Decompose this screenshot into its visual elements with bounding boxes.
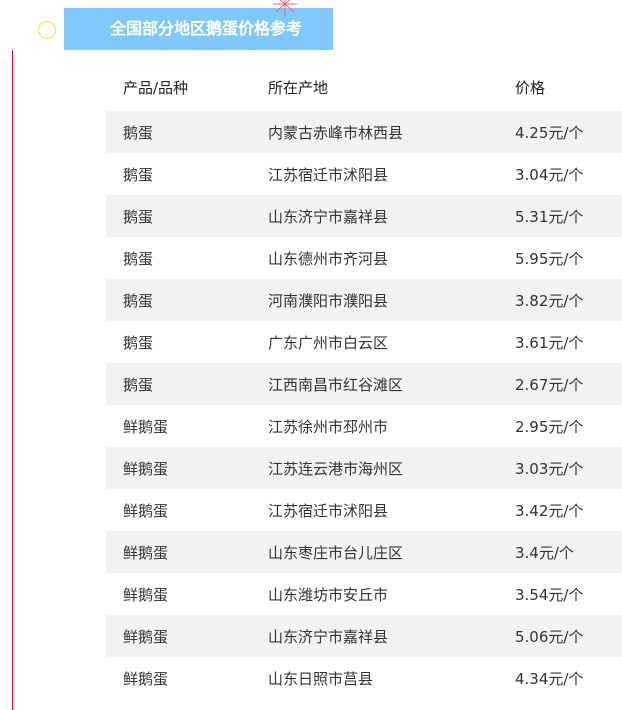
cell-price: 3.03元/个 — [515, 459, 584, 478]
cell-product: 鲜鹅蛋 — [123, 543, 169, 562]
cell-price: 3.42元/个 — [515, 501, 584, 520]
cell-origin: 河南濮阳市濮阳县 — [268, 291, 389, 310]
header-price: 价格 — [515, 79, 546, 97]
table-row: 鲜鹅蛋 江苏徐州市邳州市 2.95元/个 — [106, 405, 622, 447]
cell-price: 2.67元/个 — [515, 375, 584, 394]
table-row: 鲜鹅蛋 山东枣庄市台儿庄区 3.4元/个 — [106, 531, 622, 573]
cell-price: 4.34元/个 — [515, 669, 584, 688]
header-product: 产品/品种 — [123, 79, 189, 97]
cell-price: 3.54元/个 — [515, 585, 584, 604]
table-row: 鲜鹅蛋 江苏连云港市海州区 3.03元/个 — [106, 447, 622, 489]
cell-product: 鲜鹅蛋 — [123, 585, 169, 604]
table-header-row: 产品/品种 所在产地 价格 — [106, 64, 622, 111]
cell-product: 鹅蛋 — [123, 123, 154, 142]
cell-product: 鹅蛋 — [123, 375, 154, 394]
cell-product: 鹅蛋 — [123, 333, 154, 352]
cell-product: 鹅蛋 — [123, 207, 154, 226]
cell-price: 5.31元/个 — [515, 207, 584, 226]
cell-origin: 江苏宿迁市沭阳县 — [268, 501, 389, 520]
firework-icon — [273, 0, 297, 16]
cell-origin: 山东日照市莒县 — [268, 669, 374, 688]
table-row: 鲜鹅蛋 山东济宁市嘉祥县 5.06元/个 — [106, 615, 622, 657]
cell-origin: 山东枣庄市台儿庄区 — [268, 543, 404, 562]
cell-origin: 江苏连云港市海州区 — [268, 459, 404, 478]
table-row: 鲜鹅蛋 山东日照市莒县 4.34元/个 — [106, 657, 622, 699]
header-origin: 所在产地 — [268, 79, 329, 97]
table-row: 鲜鹅蛋 江苏宿迁市沭阳县 3.42元/个 — [106, 489, 622, 531]
section-title-banner: 全国部分地区鹅蛋价格参考 — [64, 8, 333, 50]
cell-product: 鲜鹅蛋 — [123, 459, 169, 478]
cell-price: 3.82元/个 — [515, 291, 584, 310]
cell-price: 4.25元/个 — [515, 123, 584, 142]
table-row: 鹅蛋 江西南昌市红谷滩区 2.67元/个 — [106, 363, 622, 405]
table-row: 鲜鹅蛋 山东潍坊市安丘市 3.54元/个 — [106, 573, 622, 615]
cell-product: 鲜鹅蛋 — [123, 627, 169, 646]
table-row: 鹅蛋 广东广州市白云区 3.61元/个 — [106, 321, 622, 363]
cell-origin: 内蒙古赤峰市林西县 — [268, 123, 404, 142]
table-row: 鹅蛋 河南濮阳市濮阳县 3.82元/个 — [106, 279, 622, 321]
cell-origin: 江苏宿迁市沭阳县 — [268, 165, 389, 184]
section-title: 全国部分地区鹅蛋价格参考 — [110, 19, 303, 38]
cell-origin: 山东德州市齐河县 — [268, 249, 389, 268]
cell-origin: 山东济宁市嘉祥县 — [268, 207, 389, 226]
circle-decoration-icon — [38, 21, 56, 39]
cell-price: 5.95元/个 — [515, 249, 584, 268]
cell-origin: 广东广州市白云区 — [268, 333, 389, 352]
cell-price: 2.95元/个 — [515, 417, 584, 436]
table-row: 鹅蛋 江苏宿迁市沭阳县 3.04元/个 — [106, 153, 622, 195]
cell-price: 5.06元/个 — [515, 627, 584, 646]
cell-product: 鲜鹅蛋 — [123, 417, 169, 436]
cell-product: 鲜鹅蛋 — [123, 501, 169, 520]
cell-price: 3.61元/个 — [515, 333, 584, 352]
cell-product: 鲜鹅蛋 — [123, 669, 169, 688]
cell-product: 鹅蛋 — [123, 291, 154, 310]
cell-product: 鹅蛋 — [123, 165, 154, 184]
table-row: 鹅蛋 山东德州市齐河县 5.95元/个 — [106, 237, 622, 279]
cell-origin: 山东济宁市嘉祥县 — [268, 627, 389, 646]
cell-origin: 江西南昌市红谷滩区 — [268, 375, 404, 394]
cell-product: 鹅蛋 — [123, 249, 154, 268]
cell-price: 3.04元/个 — [515, 165, 584, 184]
accent-line — [12, 50, 13, 710]
price-table: 产品/品种 所在产地 价格 鹅蛋 内蒙古赤峰市林西县 4.25元/个 鹅蛋 江苏宿迁市沭… — [106, 64, 622, 699]
table-row: 鹅蛋 内蒙古赤峰市林西县 4.25元/个 — [106, 111, 622, 153]
cell-origin: 山东潍坊市安丘市 — [268, 585, 389, 604]
cell-price: 3.4元/个 — [515, 543, 574, 562]
table-row: 鹅蛋 山东济宁市嘉祥县 5.31元/个 — [106, 195, 622, 237]
cell-origin: 江苏徐州市邳州市 — [268, 417, 389, 436]
